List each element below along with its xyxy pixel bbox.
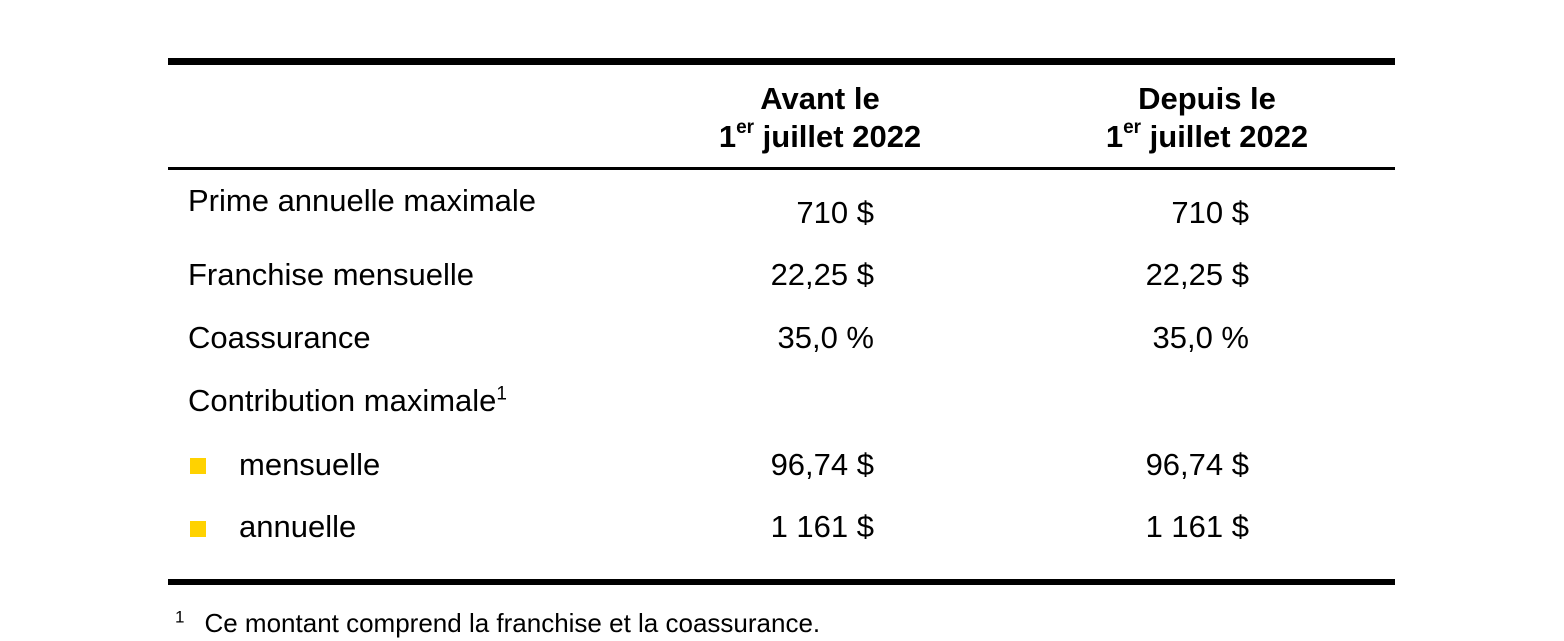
- column-header-before-number: 1: [718, 119, 737, 154]
- row-label-max-contribution: Contribution maximale1: [188, 382, 507, 420]
- column-header-since-number: 1: [1105, 119, 1124, 154]
- row-value-monthly-deductible-since: 22,25 $: [1145, 257, 1249, 292]
- max-contribution-text: Contribution maximale: [188, 383, 497, 418]
- header-separator-rule: [168, 167, 1395, 170]
- row-label-monthly-deductible: Franchise mensuelle: [188, 257, 475, 292]
- row-value-coinsurance-before: 35,0 %: [777, 320, 874, 355]
- table-bottom-rule: [168, 579, 1395, 585]
- footnote-text: Ce montant comprend la franchise et la c…: [204, 608, 821, 638]
- subrow-label-annual: annuelle: [239, 509, 357, 544]
- table-top-rule: [168, 58, 1395, 65]
- column-header-before: Avant le 1er juillet 2022: [670, 80, 970, 156]
- square-bullet-icon: [190, 521, 206, 537]
- column-header-before-date: juillet 2022: [754, 119, 922, 154]
- square-bullet-icon: [190, 458, 206, 474]
- subrow-value-annual-before: 1 161 $: [770, 509, 874, 544]
- footnote-reference: 1: [496, 383, 507, 405]
- row-value-annual-premium-before: 710 $: [796, 195, 874, 230]
- column-header-before-ordinal: er: [736, 116, 755, 138]
- footnote-marker: 1: [175, 607, 185, 627]
- column-header-since-ordinal: er: [1123, 116, 1142, 138]
- subrow-value-annual-since: 1 161 $: [1145, 509, 1249, 544]
- subrow-value-monthly-before: 96,74 $: [770, 447, 874, 482]
- column-header-since-line2: 1er juillet 2022: [1057, 118, 1357, 156]
- column-header-before-line1: Avant le: [760, 81, 880, 116]
- subrow-value-monthly-since: 96,74 $: [1145, 447, 1249, 482]
- column-header-since: Depuis le 1er juillet 2022: [1057, 80, 1357, 156]
- row-label-annual-premium: Prime annuelle maximale: [188, 183, 537, 218]
- footnote: 1 Ce montant comprend la franchise et la …: [175, 606, 820, 640]
- column-header-since-date: juillet 2022: [1141, 119, 1309, 154]
- column-header-before-line2: 1er juillet 2022: [670, 118, 970, 156]
- subrow-label-monthly: mensuelle: [239, 447, 381, 482]
- row-label-coinsurance: Coassurance: [188, 320, 371, 355]
- row-value-monthly-deductible-before: 22,25 $: [770, 257, 874, 292]
- row-value-annual-premium-since: 710 $: [1171, 195, 1249, 230]
- column-header-since-line1: Depuis le: [1138, 81, 1276, 116]
- row-value-coinsurance-since: 35,0 %: [1152, 320, 1249, 355]
